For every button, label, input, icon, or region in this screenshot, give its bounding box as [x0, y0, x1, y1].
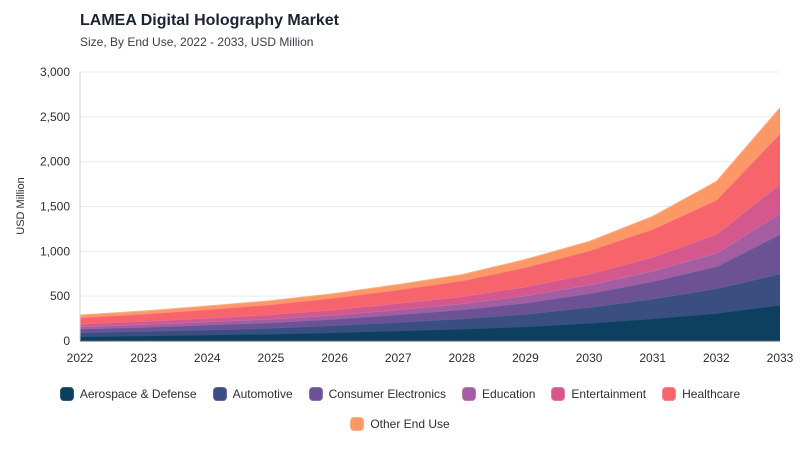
x-tick-label: 2022 [67, 351, 94, 365]
x-tick-label: 2025 [258, 351, 285, 365]
line-education [79, 213, 781, 328]
legend-item[interactable]: Consumer Electronics [308, 387, 447, 401]
x-tick-label: 2028 [448, 351, 475, 365]
x-tick-label: 2023 [130, 351, 157, 365]
legend-item[interactable]: Entertainment [551, 387, 646, 401]
legend-row: Aerospace & Defense Automotive Consumer El… [0, 383, 800, 405]
x-tick-label: 2026 [321, 351, 348, 365]
legend-label: Other End Use [370, 417, 450, 431]
y-tick-label: 1,500 [40, 200, 70, 214]
y-tick-label: 1,000 [40, 244, 70, 258]
axes: 0 500 1,000 1,500 2,000 2,500 3,000 2022 2023 202… [40, 65, 794, 365]
legend-label: Aerospace & Defense [79, 387, 197, 401]
legend-label: Automotive [232, 387, 293, 401]
area-consumer-electronics [80, 234, 780, 333]
area-healthcare [80, 133, 780, 324]
x-tick-label: 2030 [576, 351, 603, 365]
x-tick-label: 2027 [385, 351, 412, 365]
legend-label: Consumer Electronics [328, 387, 447, 401]
area-aerospace-defense [80, 305, 780, 341]
x-tick-label: 2029 [512, 351, 539, 365]
legend-swatch [212, 387, 227, 401]
legend-swatch [308, 387, 323, 401]
x-tick-label: 2024 [194, 351, 221, 365]
legend-swatch [462, 387, 477, 401]
legend-row: Other End Use [0, 413, 800, 435]
legend-item[interactable]: Automotive [212, 387, 293, 401]
y-axis-label: USD Million [15, 177, 27, 234]
legend-label: Education [482, 387, 536, 401]
legend-item[interactable]: Other End Use [350, 417, 450, 431]
legend-label: Healthcare [682, 387, 741, 401]
legend-swatch [59, 387, 74, 401]
y-tick-label: 0 [63, 334, 70, 348]
legend-swatch [662, 387, 677, 401]
legend-item[interactable]: Healthcare [662, 387, 740, 401]
line-other-end-use [79, 107, 781, 316]
legend-swatch [551, 387, 566, 401]
y-tick-label: 3,000 [40, 65, 70, 79]
area-series-group [79, 107, 781, 341]
x-tick-label: 2032 [703, 351, 730, 365]
legend-item[interactable]: Education [462, 387, 535, 401]
chart-subtitle: Size, By End Use, 2022 - 2033, USD Milli… [80, 35, 314, 49]
x-tick-label: 2033 [767, 351, 794, 365]
legend-item[interactable]: Aerospace & Defense [59, 387, 197, 401]
y-tick-label: 500 [50, 289, 70, 303]
legend-label: Entertainment [571, 387, 647, 401]
chart-title: LAMEA Digital Holography Market [80, 12, 339, 29]
legend-swatch [350, 417, 365, 431]
x-tick-label: 2031 [639, 351, 666, 365]
y-tick-label: 2,500 [40, 110, 70, 124]
y-tick-label: 2,000 [40, 155, 70, 169]
stacked-area-chart: 0 500 1,000 1,500 2,000 2,500 3,000 2022 2023 202… [15, 65, 794, 365]
area-automotive [80, 273, 780, 337]
legend: Aerospace & Defense Automotive Consumer El… [0, 383, 800, 443]
